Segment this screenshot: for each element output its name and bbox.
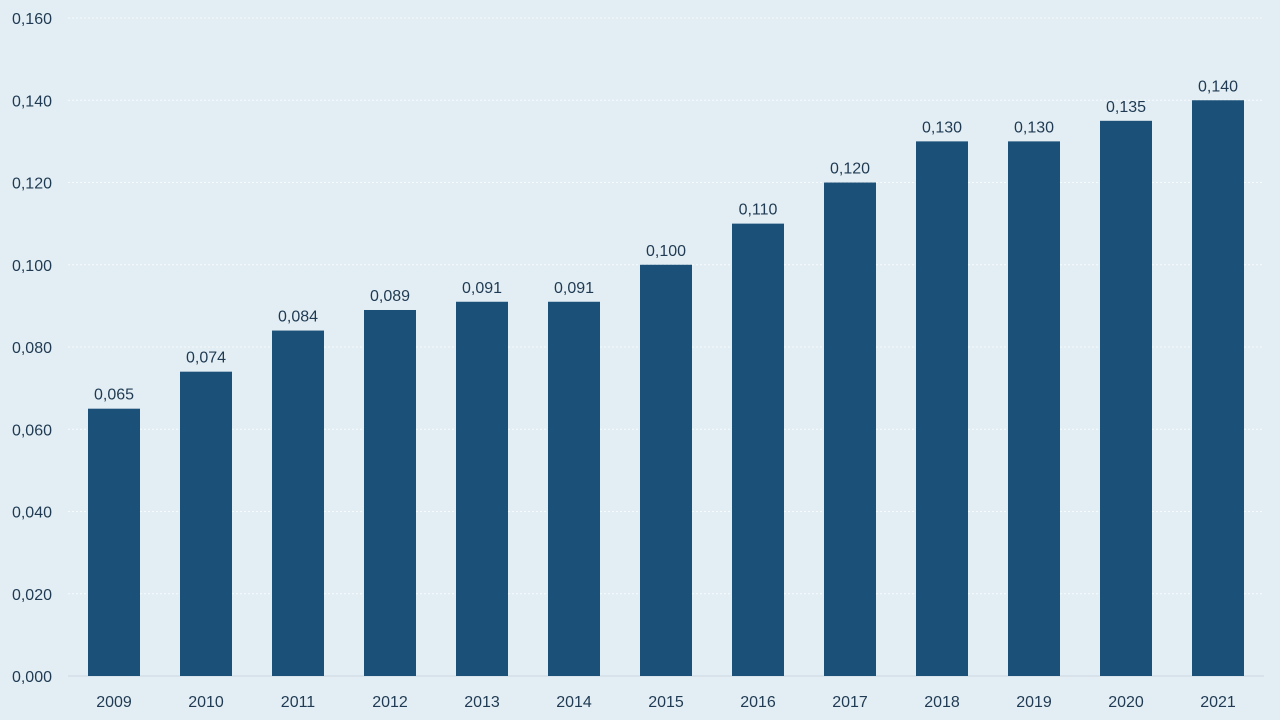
bar-2009 [88, 408, 140, 676]
bar-2018 [916, 141, 968, 676]
y-tick-label: 0,160 [12, 11, 52, 28]
data-label: 0,110 [739, 202, 778, 219]
y-tick-label: 0,000 [12, 669, 52, 686]
data-label: 0,100 [646, 243, 686, 260]
data-label: 0,140 [1198, 78, 1238, 95]
x-tick-label: 2013 [464, 694, 500, 711]
data-label: 0,084 [278, 309, 318, 326]
x-tick-label: 2010 [188, 694, 224, 711]
x-tick-label: 2019 [1016, 694, 1052, 711]
y-tick-label: 0,020 [12, 587, 52, 604]
data-label: 0,135 [1106, 99, 1146, 116]
data-label: 0,089 [370, 288, 410, 305]
x-tick-label: 2011 [281, 694, 316, 711]
data-label: 0,091 [462, 280, 502, 297]
x-tick-label: 2016 [740, 694, 776, 711]
bar-2012 [364, 309, 416, 676]
bar-2016 [732, 223, 784, 676]
x-tick-label: 2020 [1108, 694, 1144, 711]
x-tick-label: 2021 [1200, 694, 1236, 711]
bar-2013 [456, 301, 508, 676]
bar-2015 [640, 264, 692, 676]
x-tick-label: 2012 [372, 694, 408, 711]
y-tick-label: 0,100 [12, 258, 52, 275]
y-axis-ticks: 0,000 0,020 0,040 0,060 0,080 0,100 0,120 0,140… [12, 11, 52, 686]
y-tick-label: 0,080 [12, 340, 52, 357]
bars [88, 100, 1244, 676]
bar-2010 [180, 371, 232, 676]
x-tick-label: 2014 [556, 694, 592, 711]
y-tick-label: 0,120 [12, 176, 52, 193]
x-tick-label: 2017 [832, 694, 868, 711]
x-tick-label: 2018 [924, 694, 960, 711]
data-label: 0,065 [94, 387, 134, 404]
y-tick-label: 0,040 [12, 505, 52, 522]
bar-2021 [1192, 100, 1244, 676]
data-label: 0,130 [922, 119, 962, 136]
data-label: 0,091 [554, 280, 594, 297]
bar-2020 [1100, 120, 1152, 676]
bar-2014 [548, 301, 600, 676]
data-labels: 0,065 0,074 0,084 0,089 0,091 0,091 0,100 0,110… [94, 78, 1238, 403]
data-label: 0,120 [830, 161, 870, 178]
data-label: 0,074 [186, 350, 226, 367]
x-tick-label: 2015 [648, 694, 684, 711]
x-axis-ticks: 2009 2010 2011 2012 2013 2014 2015 2016 2017 2018… [96, 694, 1236, 711]
y-tick-label: 0,140 [12, 93, 52, 110]
x-tick-label: 2009 [96, 694, 132, 711]
bar-2019 [1008, 141, 1060, 676]
y-tick-label: 0,060 [12, 422, 52, 439]
bar-2017 [824, 182, 876, 676]
data-label: 0,130 [1014, 119, 1054, 136]
bar-2011 [272, 330, 324, 676]
